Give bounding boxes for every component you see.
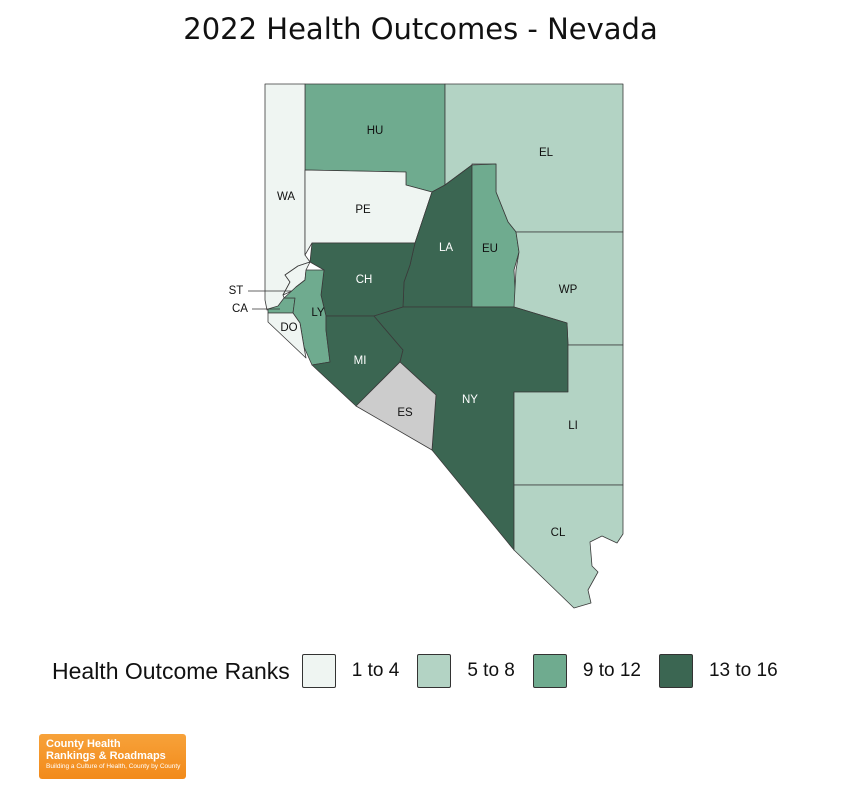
logo-line-1: County Health (46, 738, 121, 750)
legend-label: 5 to 8 (467, 660, 515, 681)
logo-line-2: Rankings & Roadmaps (46, 750, 166, 762)
county-label-wp: WP (559, 284, 578, 296)
legend-swatch (658, 654, 693, 688)
legend-label: 9 to 12 (582, 660, 641, 681)
county-label-la: LA (439, 242, 453, 254)
legend-label: 1 to 4 (351, 660, 400, 681)
legend-label: 13 to 16 (708, 660, 778, 681)
county-health-rankings-logo: County Health Rankings & Roadmaps Buildi… (39, 734, 186, 779)
map-title: 2022 Health Outcomes - Nevada (183, 12, 658, 46)
county-label-ch: CH (356, 274, 373, 286)
county-label-cl: CL (551, 527, 566, 539)
legend: Health Outcome Ranks 1 to 4 5 to 8 9 to … (52, 651, 796, 691)
county-label-li: LI (568, 420, 578, 432)
county-label-ny: NY (462, 394, 478, 406)
county-label-eu: EU (482, 243, 498, 255)
county-label-wa: WA (277, 191, 295, 203)
county-do (267, 312, 307, 359)
county-label-ly: LY (311, 307, 325, 319)
nevada-county-map: HU EL WA PE LA EU CH WP ST CA LY DO MI NY ES LI CL (229, 83, 624, 609)
legend-item-1-to-4: 1 to 4 (301, 654, 400, 688)
logo-tagline: Building a Culture of Health, County by … (46, 763, 181, 770)
legend-item-13-to-16: 13 to 16 (658, 654, 778, 688)
legend-title: Health Outcome Ranks (52, 657, 290, 684)
county-label-ca: CA (232, 303, 248, 315)
county-label-mi: MI (354, 355, 367, 367)
county-es (355, 361, 437, 451)
county-label-do: DO (280, 322, 297, 334)
county-label-es: ES (397, 407, 413, 419)
legend-item-5-to-8: 5 to 8 (417, 654, 515, 688)
county-label-hu: HU (367, 125, 384, 137)
county-label-pe: PE (355, 204, 371, 216)
legend-swatch (301, 654, 336, 688)
county-label-el: EL (539, 147, 554, 159)
legend-swatch (532, 654, 567, 688)
county-label-st: ST (229, 285, 244, 297)
legend-swatch (417, 654, 452, 688)
county-cl (513, 484, 624, 609)
legend-item-9-to-12: 9 to 12 (532, 654, 641, 688)
